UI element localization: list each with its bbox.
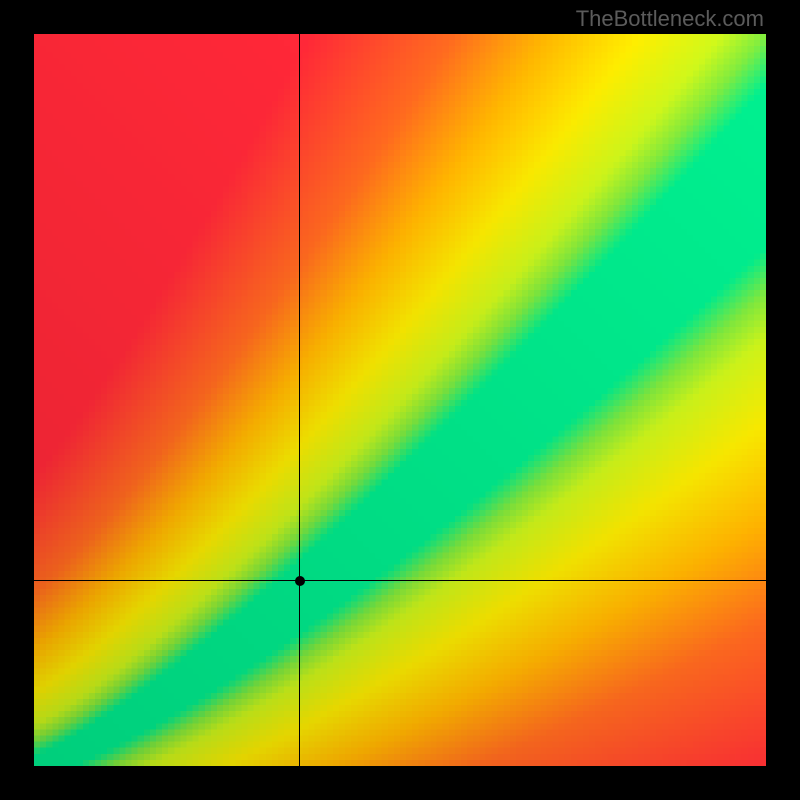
crosshair-horizontal (34, 580, 766, 581)
chart-container: TheBottleneck.com (0, 0, 800, 800)
selection-marker (295, 576, 305, 586)
bottleneck-heatmap (34, 34, 766, 766)
crosshair-vertical (299, 34, 300, 766)
watermark-text: TheBottleneck.com (576, 6, 764, 32)
